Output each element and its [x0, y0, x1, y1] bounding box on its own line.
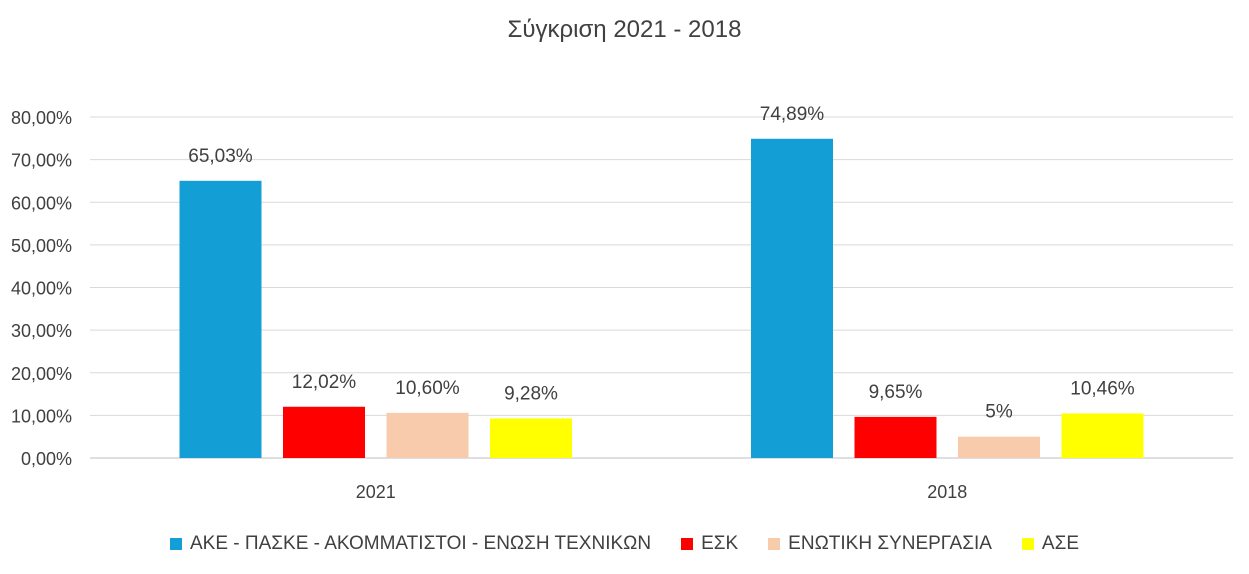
data-label: 9,65% — [869, 382, 923, 403]
legend-item: ΑΚΕ - ΠΑΣΚΕ - ΑΚΟΜΜΑΤΙΣΤΟΙ - ΕΝΩΣΗ ΤΕΧΝΙ… — [170, 533, 651, 555]
data-label: 9,28% — [504, 383, 558, 404]
data-label: 10,60% — [395, 378, 460, 399]
legend-swatch — [170, 538, 182, 550]
y-tick-label: 80,00% — [11, 108, 72, 128]
y-tick-label: 0,00% — [21, 449, 72, 469]
x-tick-label: 2018 — [927, 482, 967, 502]
bar — [386, 412, 469, 458]
x-tick-label: 2021 — [356, 482, 396, 502]
bar — [854, 416, 937, 458]
legend-label: ΕΝΩΤΙΚΗ ΣΥΝΕΡΓΑΣΙΑ — [788, 533, 992, 554]
bar — [751, 138, 833, 458]
y-tick-label: 70,00% — [11, 151, 72, 171]
legend-item: ΕΝΩΤΙΚΗ ΣΥΝΕΡΓΑΣΙΑ — [768, 533, 992, 555]
bar — [179, 180, 262, 458]
data-label: 74,89% — [760, 104, 825, 125]
legend-swatch — [768, 538, 781, 550]
legend-item: ΑΣΕ — [1021, 533, 1079, 555]
bar — [490, 418, 572, 458]
legend-swatch — [681, 538, 694, 550]
data-label: 65,03% — [188, 146, 253, 167]
plot-area: 0,00% 10,00% 20,00% 30,00% 40,00% 50,00% 60,00… — [11, 104, 1233, 502]
y-tick-label: 10,00% — [11, 406, 72, 426]
legend-label: ΕΣΚ — [701, 533, 739, 554]
y-tick-label: 60,00% — [11, 193, 72, 213]
legend-label: ΑΣΕ — [1041, 533, 1079, 554]
y-tick-label: 30,00% — [11, 321, 72, 341]
bar — [283, 406, 365, 458]
chart-title: Σύγκριση 2021 - 2018 — [507, 16, 742, 43]
legend-label: ΑΚΕ - ΠΑΣΚΕ - ΑΚΟΜΜΑΤΙΣΤΟΙ - ΕΝΩΣΗ ΤΕΧΝΙ… — [190, 533, 652, 554]
legend-item: ΕΣΚ — [681, 533, 738, 555]
legend-swatch — [1021, 538, 1034, 550]
bar — [1061, 413, 1144, 458]
data-label: 5% — [985, 402, 1013, 423]
y-tick-label: 50,00% — [11, 236, 72, 256]
legend: ΑΚΕ - ΠΑΣΚΕ - ΑΚΟΜΜΑΤΙΣΤΟΙ - ΕΝΩΣΗ ΤΕΧΝΙ… — [0, 533, 1249, 555]
data-label: 10,46% — [1070, 378, 1135, 399]
data-label: 12,02% — [292, 372, 357, 393]
y-tick-label: 20,00% — [11, 364, 72, 384]
bar — [958, 436, 1040, 458]
y-tick-label: 40,00% — [11, 279, 72, 299]
